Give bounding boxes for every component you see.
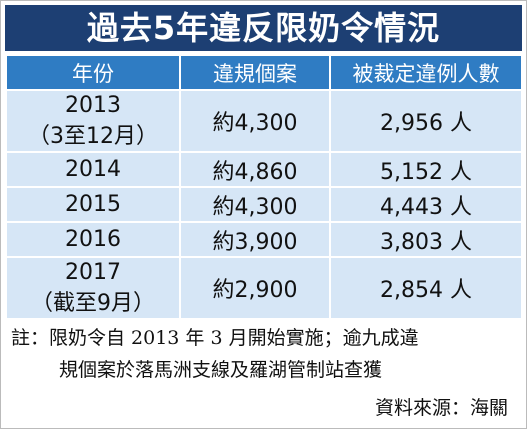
cases: 約2,900: [212, 278, 298, 303]
convicted: 2,956 人: [380, 111, 472, 136]
cases: 約4,300: [212, 194, 298, 220]
cases: 約4,860: [212, 159, 298, 185]
year-cell: 2013 （3至12月）: [7, 91, 179, 151]
cases-cell: 約4,300: [181, 91, 329, 151]
source: 資料來源：海關: [374, 397, 508, 419]
convicted-cell: 3,803 人: [331, 223, 521, 256]
year: 2016: [65, 227, 121, 252]
year-cell: 2015: [7, 188, 179, 221]
footnote-line: 規個案於落馬洲支線及羅湖管制站查獲: [59, 359, 383, 381]
period: （3至12月）: [28, 123, 158, 149]
column-header: 被裁定違例人數: [331, 56, 521, 89]
convicted: 2,854 人: [380, 278, 472, 303]
convicted: 3,803 人: [380, 229, 472, 255]
header-text: 被裁定違例人數: [352, 61, 500, 86]
convicted: 5,152 人: [380, 159, 472, 185]
year-cell: 2017 （截至9月）: [7, 258, 179, 318]
title: 過去5年違反限奶令情況: [5, 5, 522, 51]
year: 2014: [65, 157, 121, 182]
convicted-cell: 4,443 人: [331, 188, 521, 221]
header-text: 違規個案: [213, 61, 297, 86]
year: 2017: [65, 259, 121, 285]
period: （截至9月）: [31, 290, 155, 316]
footnote-line: 註：限奶令自 2013 年 3 月開始實施；逾九成違: [11, 327, 419, 349]
column-header: 年份: [7, 56, 179, 89]
convicted-cell: 2,854 人: [331, 258, 521, 318]
column-header: 違規個案: [181, 56, 329, 89]
cases-cell: 約3,900: [181, 223, 329, 256]
header-text: 年份: [72, 61, 114, 86]
year-cell: 2016: [7, 223, 179, 256]
year-cell: 2014: [7, 153, 179, 186]
cases: 約4,300: [212, 111, 298, 136]
cases-cell: 約4,300: [181, 188, 329, 221]
cases-cell: 約4,860: [181, 153, 329, 186]
year: 2013: [65, 92, 121, 118]
cases: 約3,900: [212, 229, 298, 255]
convicted-cell: 5,152 人: [331, 153, 521, 186]
year: 2015: [65, 192, 121, 217]
cases-cell: 約2,900: [181, 258, 329, 318]
convicted: 4,443 人: [380, 194, 472, 220]
convicted-cell: 2,956 人: [331, 91, 521, 151]
